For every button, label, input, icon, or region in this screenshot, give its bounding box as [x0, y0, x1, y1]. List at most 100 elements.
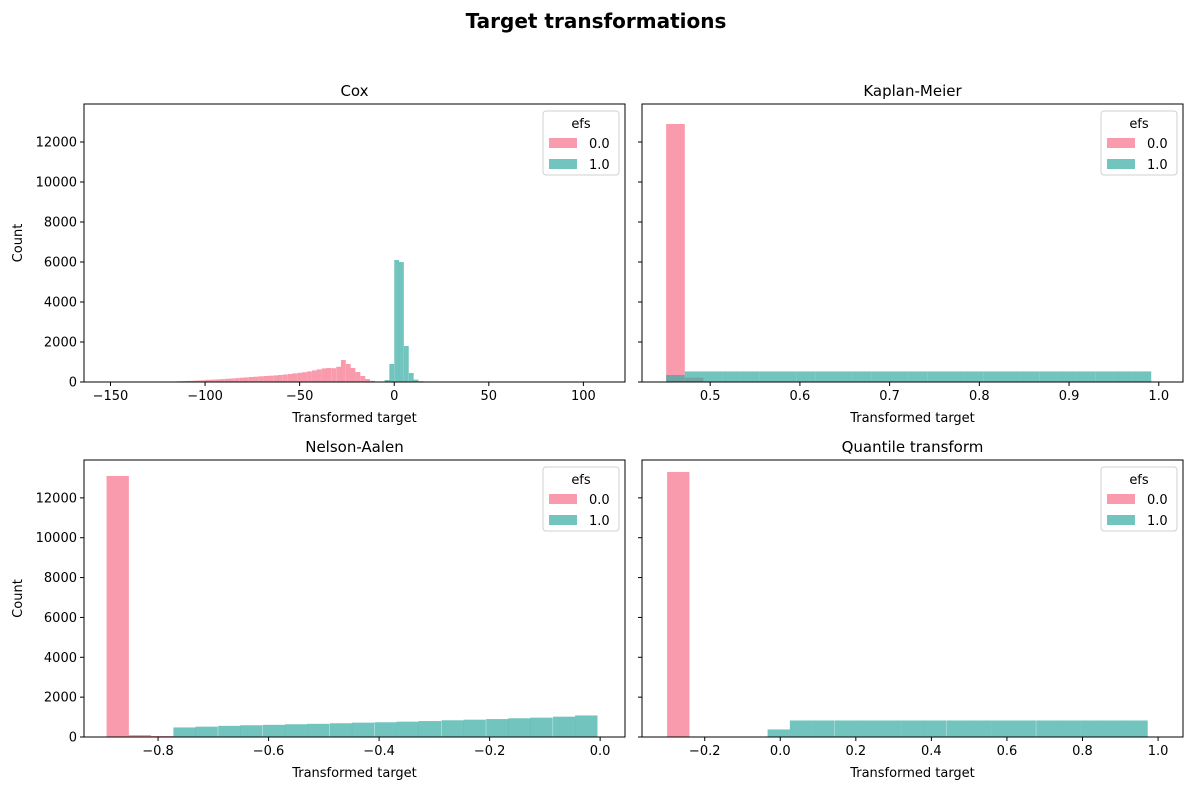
bar-efs-0-0 — [215, 379, 220, 382]
bar-efs-1-0 — [398, 262, 404, 382]
bar-efs-1-0 — [553, 716, 576, 737]
bar-efs-1-0 — [1020, 371, 1040, 382]
bar-efs-1-0 — [871, 371, 890, 382]
bar-efs-1-0 — [408, 373, 414, 382]
x-axis-label: Transformed target — [849, 411, 975, 426]
bar-efs-0-0 — [234, 378, 240, 382]
bar-efs-1-0 — [964, 371, 984, 382]
subplot-title: Nelson-Aalen — [305, 438, 404, 456]
bar-efs-1-0 — [945, 371, 965, 382]
bar-efs-1-0 — [666, 375, 685, 382]
bar-efs-0-0 — [277, 375, 283, 382]
bar-efs-1-0 — [1132, 371, 1152, 382]
legend-swatch — [549, 159, 577, 169]
y-tick-label: 0 — [69, 376, 77, 391]
bar-efs-1-0 — [195, 726, 218, 737]
bar-efs-1-0 — [740, 371, 760, 382]
bar-efs-0-0 — [273, 375, 279, 382]
legend-label: 1.0 — [1147, 514, 1168, 529]
bar-efs-1-0 — [418, 721, 442, 737]
bar-efs-1-0 — [901, 720, 925, 737]
subplot-title: Quantile transform — [842, 438, 984, 456]
bar-efs-1-0 — [530, 717, 553, 737]
bar-efs-0-0 — [287, 374, 293, 382]
bar-efs-1-0 — [262, 724, 286, 737]
bar-efs-1-0 — [1113, 371, 1133, 382]
bar-efs-0-0 — [302, 372, 307, 382]
x-tick-label: −0.2 — [689, 744, 721, 759]
x-tick-label: 0.4 — [921, 744, 942, 759]
bar-efs-1-0 — [1080, 720, 1104, 737]
bar-efs-1-0 — [403, 346, 409, 382]
bar-efs-1-0 — [463, 719, 486, 737]
bar-efs-0-0 — [297, 372, 303, 382]
bars — [161, 260, 429, 382]
bar-efs-0-0 — [229, 378, 235, 382]
legend-label: 1.0 — [589, 514, 610, 529]
bar-efs-0-0 — [326, 368, 332, 382]
bar-efs-1-0 — [908, 371, 928, 382]
bar-efs-0-0 — [350, 368, 356, 382]
bar-efs-0-0 — [282, 374, 288, 382]
bar-efs-1-0 — [285, 724, 308, 737]
subplot-2: Nelson-Aalen −0.8 −0.6 −0.4 −0.2 0.0 0 2000 4000… — [11, 438, 626, 781]
x-tick-label: 0.8 — [1072, 744, 1093, 759]
x-tick-label: 100 — [571, 389, 596, 404]
bar-efs-1-0 — [879, 720, 902, 737]
bar-efs-1-0 — [968, 720, 992, 737]
legend-swatch — [549, 515, 577, 525]
legend-label: 0.0 — [1147, 493, 1168, 508]
subplot-3: Quantile transform −0.2 0.0 0.2 0.4 0.6 0.8 1.0… — [638, 438, 1184, 781]
legend-label: 0.0 — [589, 493, 610, 508]
bar-efs-1-0 — [413, 379, 419, 382]
bar-efs-0-0 — [292, 373, 298, 382]
legend-title: efs — [571, 117, 591, 132]
bar-efs-1-0 — [1036, 720, 1059, 737]
bar-efs-0-0 — [331, 368, 337, 382]
bar-efs-1-0 — [1103, 720, 1126, 737]
axes-frame — [641, 103, 1184, 383]
bars — [106, 475, 598, 737]
bar-efs-1-0 — [778, 371, 797, 382]
bar-efs-1-0 — [789, 720, 813, 737]
bars — [667, 471, 1148, 737]
bar-efs-1-0 — [983, 371, 1002, 382]
bar-efs-0-0 — [311, 370, 317, 382]
y-tick-label: 6000 — [44, 611, 77, 626]
bar-efs-1-0 — [991, 720, 1014, 737]
legend: efs 0.0 1.0 — [542, 110, 620, 176]
bar-efs-1-0 — [927, 371, 946, 382]
bar-efs-0-0 — [336, 366, 342, 382]
x-tick-label: 0.6 — [997, 744, 1018, 759]
bar-efs-1-0 — [946, 720, 970, 737]
legend-title: efs — [1129, 473, 1149, 488]
bar-efs-1-0 — [889, 371, 909, 382]
x-tick-label: 0.0 — [590, 744, 611, 759]
bar-efs-1-0 — [396, 721, 419, 737]
y-axis-label: Count — [11, 579, 26, 618]
y-tick-label: 6000 — [44, 256, 77, 271]
bar-efs-1-0 — [767, 729, 790, 737]
y-tick-label: 4000 — [44, 296, 77, 311]
bar-efs-1-0 — [307, 723, 330, 737]
legend-label: 1.0 — [589, 158, 610, 173]
bar-efs-1-0 — [1013, 720, 1036, 737]
bar-efs-0-0 — [106, 475, 129, 737]
bar-efs-1-0 — [1095, 371, 1114, 382]
y-tick-label: 12000 — [36, 491, 77, 506]
bar-efs-1-0 — [1039, 371, 1058, 382]
bar-efs-0-0 — [248, 377, 254, 382]
x-tick-label: −0.4 — [363, 744, 395, 759]
bar-efs-1-0 — [759, 371, 779, 382]
y-tick-label: 4000 — [44, 651, 77, 666]
x-tick-label: 0 — [390, 389, 398, 404]
subplot-title: Cox — [340, 82, 368, 100]
legend-swatch — [549, 494, 577, 504]
bar-efs-1-0 — [1057, 371, 1077, 382]
y-tick-label: 10000 — [36, 531, 77, 546]
bars — [666, 124, 1152, 382]
bar-efs-1-0 — [1076, 371, 1096, 382]
bar-efs-0-0 — [667, 471, 690, 737]
bar-efs-1-0 — [384, 380, 390, 382]
x-tick-label: −50 — [286, 389, 313, 404]
